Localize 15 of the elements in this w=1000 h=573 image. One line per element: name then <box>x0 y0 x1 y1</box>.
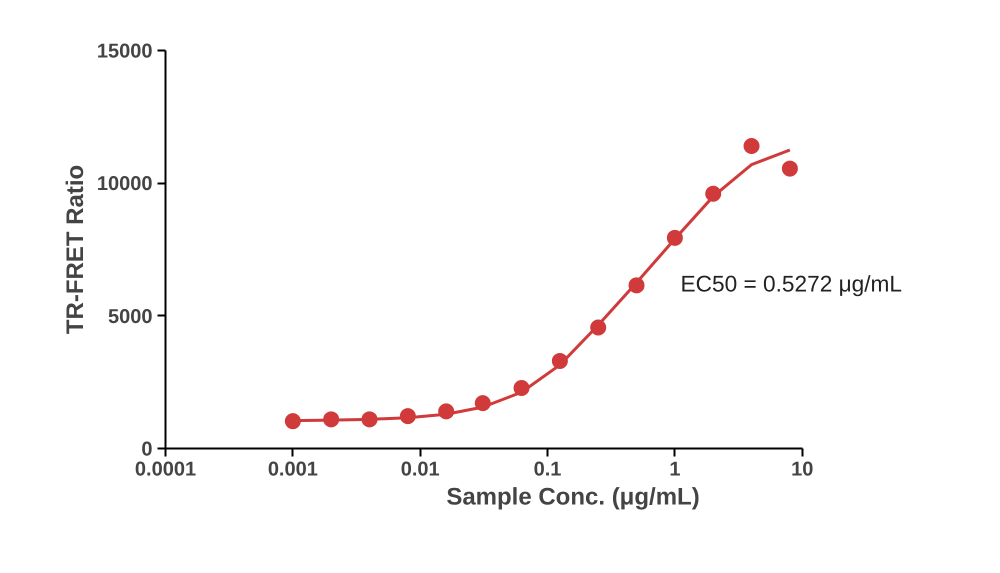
x-tick-label: 0.1 <box>534 458 562 480</box>
y-tick-label: 15000 <box>96 40 153 62</box>
x-tick-label: 0.001 <box>268 458 318 480</box>
y-tick-label: 10000 <box>96 173 153 196</box>
point <box>782 160 798 177</box>
point <box>744 138 760 154</box>
x-tick-label: 0.01 <box>400 458 440 480</box>
annotation: EC50 = 0.5272 μg/mL <box>680 270 902 296</box>
y-axis-title: TR-FRET Ratio <box>62 164 89 334</box>
x-tick-label: 1 <box>669 458 680 480</box>
x-tick-label: 10 <box>791 458 814 480</box>
y-tick-label: 5000 <box>108 306 153 328</box>
y-tick-label: 0 <box>141 438 152 460</box>
x-axis-title: Sample Conc. (μg/mL) <box>446 484 700 510</box>
x-tick-label: 0.0001 <box>134 458 196 480</box>
